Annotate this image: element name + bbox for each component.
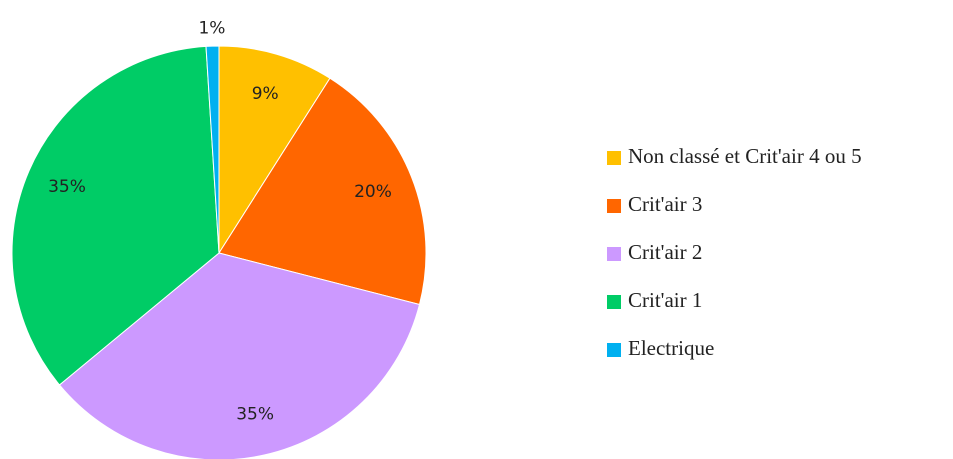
- data-label: 35%: [236, 405, 274, 425]
- legend-label: Crit'air 3: [628, 192, 702, 216]
- legend-swatch: [607, 151, 621, 165]
- pie-slice: [205, 45, 220, 254]
- legend-label: Electrique: [628, 336, 714, 360]
- data-label: 35%: [48, 177, 86, 197]
- legend-swatch: [607, 247, 621, 261]
- data-label: 20%: [354, 182, 392, 202]
- legend-label: Crit'air 1: [628, 288, 702, 312]
- legend-swatch: [607, 199, 621, 213]
- legend-label: Non classé et Crit'air 4 ou 5: [628, 144, 862, 168]
- legend-label: Crit'air 2: [628, 240, 702, 264]
- legend-swatch: [607, 343, 621, 357]
- pie-slice: [58, 252, 421, 459]
- pie-slice: [11, 45, 220, 386]
- legend-swatch: [607, 295, 621, 309]
- pie-slice: [218, 45, 331, 255]
- data-label: 1%: [198, 19, 225, 39]
- pie-slice: [218, 77, 427, 306]
- data-label: 9%: [252, 84, 279, 104]
